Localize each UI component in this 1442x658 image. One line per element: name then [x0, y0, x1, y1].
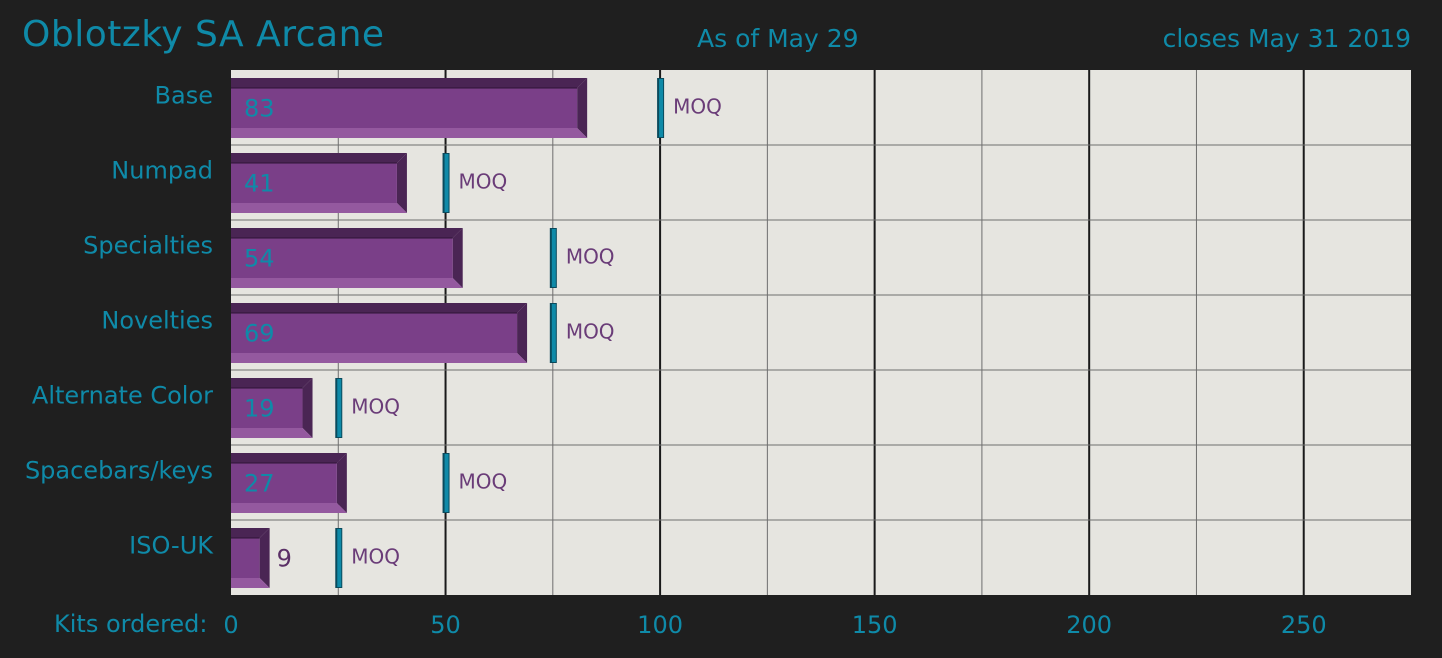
- moq-label: MOQ: [566, 245, 615, 269]
- bar-value-label: 27: [244, 470, 275, 498]
- moq-marker-face: [337, 529, 342, 587]
- moq-label: MOQ: [459, 470, 508, 494]
- category-label: Specialties: [83, 232, 213, 260]
- category-label: Numpad: [111, 157, 213, 185]
- x-axis-title: Kits ordered:: [54, 610, 208, 638]
- as-of-date: As of May 29: [697, 24, 859, 53]
- moq-marker-face: [444, 154, 449, 212]
- category-label: Spacebars/keys: [25, 457, 213, 485]
- moq-label: MOQ: [673, 95, 722, 119]
- bar-value-label: 54: [244, 245, 275, 273]
- chart-title: Oblotzky SA Arcane: [22, 14, 385, 55]
- x-tick-label: 200: [1066, 611, 1112, 639]
- x-tick-label: 150: [852, 611, 898, 639]
- bar: [231, 378, 313, 438]
- category-label: Novelties: [101, 307, 213, 335]
- bar-value-label: 19: [244, 395, 275, 423]
- moq-marker-face: [444, 454, 449, 512]
- bar: [231, 78, 588, 138]
- bar-value-label: 83: [244, 95, 275, 123]
- x-tick-label: 0: [223, 611, 238, 639]
- x-tick-label: 50: [430, 611, 461, 639]
- moq-marker-face: [551, 229, 556, 287]
- moq-label: MOQ: [566, 320, 615, 344]
- category-label: Alternate Color: [32, 382, 213, 410]
- moq-label: MOQ: [351, 395, 400, 419]
- moq-marker-face: [337, 379, 342, 437]
- bar: [231, 528, 270, 588]
- moq-label: MOQ: [351, 545, 400, 569]
- x-tick-label: 250: [1281, 611, 1327, 639]
- category-label: ISO-UK: [129, 532, 214, 560]
- bar: [231, 153, 407, 213]
- x-tick-label: 100: [637, 611, 683, 639]
- bar: [231, 303, 528, 363]
- category-label: Base: [155, 82, 213, 110]
- moq-marker-face: [551, 304, 556, 362]
- bar-value-label: 9: [277, 545, 292, 573]
- bar: [231, 453, 347, 513]
- bar-value-label: 69: [244, 320, 275, 348]
- closing-date: closes May 31 2019: [1162, 24, 1411, 53]
- moq-label: MOQ: [459, 170, 508, 194]
- moq-marker-face: [659, 79, 664, 137]
- bar-value-label: 41: [244, 170, 275, 198]
- bar: [231, 228, 463, 288]
